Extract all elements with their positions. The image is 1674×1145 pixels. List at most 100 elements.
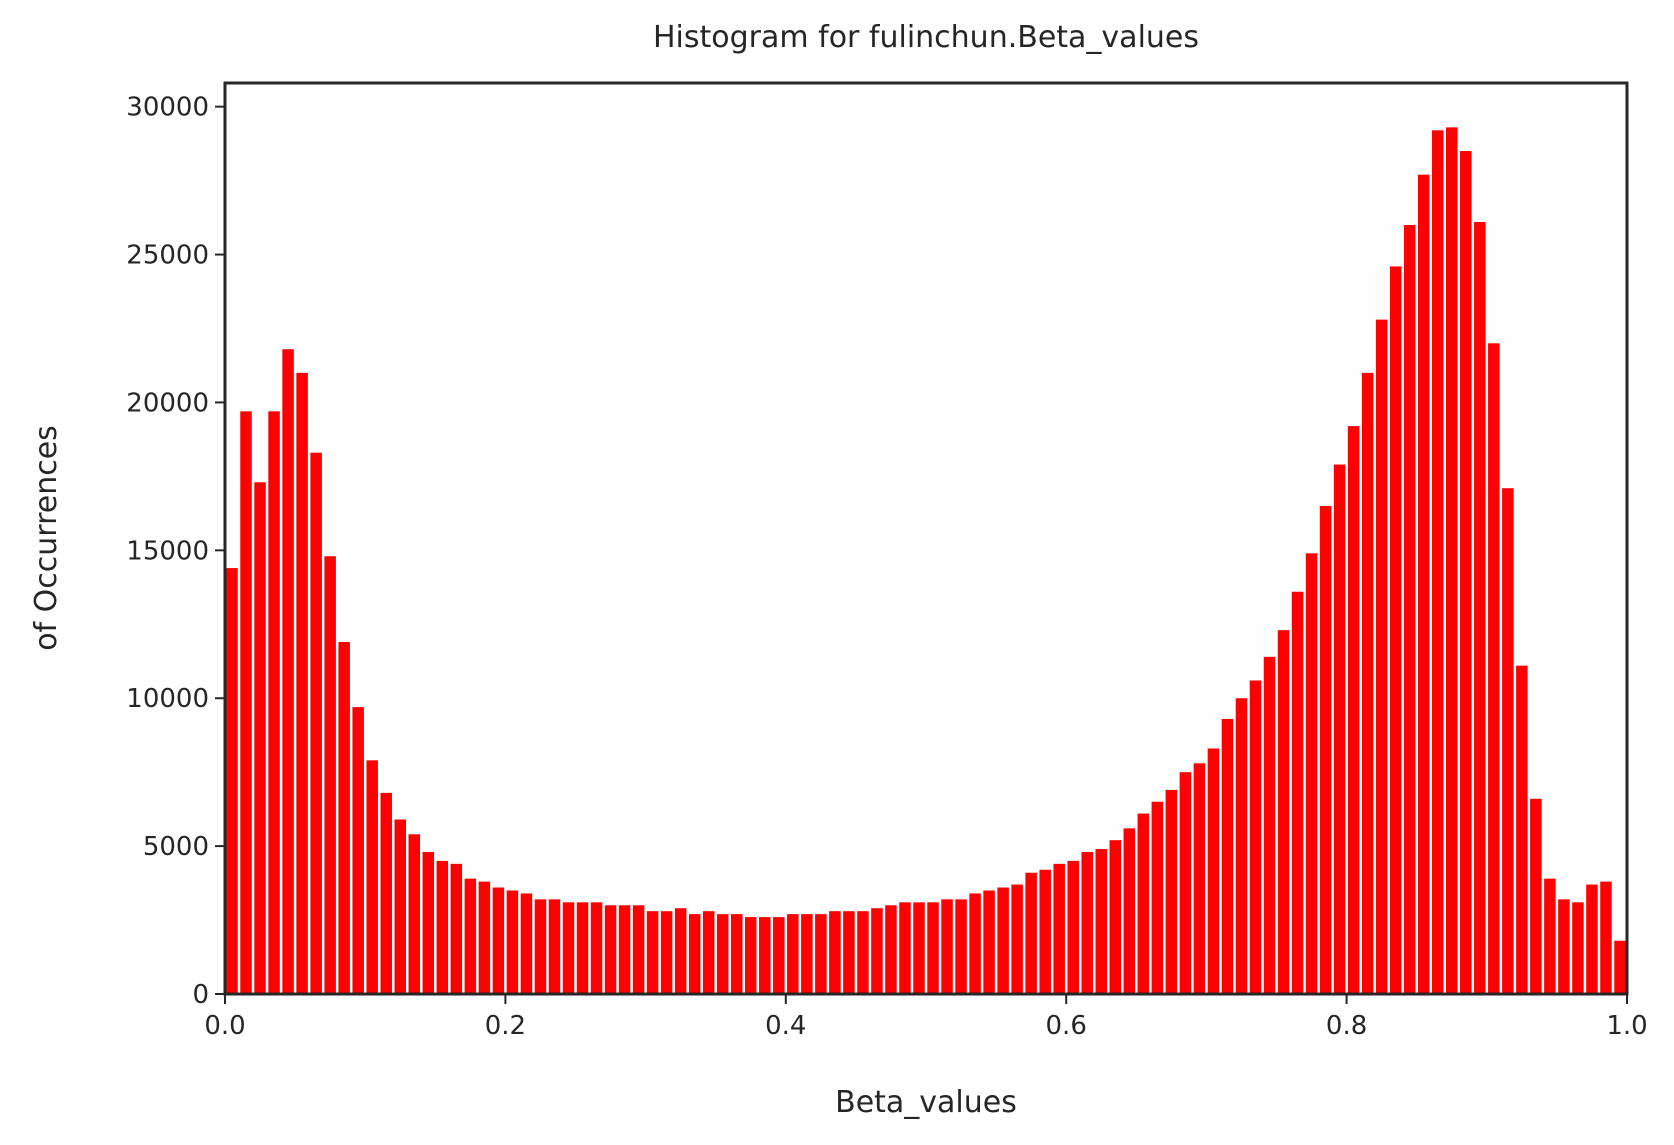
bar (1179, 772, 1192, 994)
bar (1431, 130, 1444, 994)
bar (1235, 698, 1248, 994)
x-tick-label: 0.4 (765, 1011, 806, 1041)
bar (380, 792, 392, 994)
bar (1291, 591, 1304, 994)
bar (240, 411, 252, 994)
bar (1277, 630, 1290, 994)
bar (506, 890, 519, 994)
bar (394, 819, 406, 994)
bar (1516, 665, 1528, 994)
bar (1263, 656, 1276, 994)
bar (492, 887, 505, 994)
bar (927, 902, 939, 994)
bar (969, 893, 981, 994)
bar (1053, 863, 1065, 994)
y-tick-label: 0 (192, 980, 209, 1010)
bar (815, 914, 827, 994)
bar (1586, 884, 1598, 994)
bar (352, 707, 364, 994)
bar (478, 881, 491, 994)
bar (1039, 869, 1051, 994)
bar (604, 905, 617, 994)
bar (1403, 224, 1416, 995)
bar (1165, 789, 1178, 994)
bar (464, 878, 477, 994)
bar (829, 911, 841, 994)
chart-title: Histogram for fulinchun.Beta_values (653, 20, 1199, 55)
y-tick-label: 5000 (143, 832, 209, 862)
bar (1544, 878, 1556, 994)
bar (1193, 763, 1206, 994)
bar (660, 911, 673, 994)
bar (1530, 798, 1542, 994)
bar (576, 902, 589, 994)
x-tick-label: 0.2 (485, 1011, 526, 1041)
bar (688, 914, 701, 994)
bar (436, 860, 449, 994)
bar (787, 914, 799, 994)
bar (562, 902, 575, 994)
bar (716, 914, 729, 994)
y-tick-label: 30000 (126, 93, 209, 123)
bar (1333, 464, 1346, 995)
y-axis-label: of Occurrences (29, 425, 64, 651)
x-axis-label: Beta_values (835, 1085, 1017, 1120)
bar (1081, 852, 1093, 994)
bar (730, 914, 743, 994)
bar (1600, 881, 1612, 994)
bar (1319, 505, 1332, 994)
bar (632, 905, 645, 994)
bar (674, 908, 687, 994)
bar (1502, 488, 1514, 994)
bar (871, 908, 883, 994)
bar (408, 834, 421, 994)
bar (282, 349, 294, 994)
bar (702, 911, 715, 994)
bar (759, 917, 771, 994)
bar (1137, 813, 1150, 994)
x-tick-label: 0.0 (204, 1011, 245, 1041)
bar (745, 917, 757, 994)
bar (296, 372, 308, 994)
bar (1614, 940, 1626, 994)
bar (955, 899, 967, 994)
bar (1375, 319, 1388, 994)
bar (843, 911, 855, 994)
bar (268, 411, 280, 994)
x-tick-label: 0.6 (1046, 1011, 1087, 1041)
bar (1095, 849, 1107, 994)
bar (226, 568, 238, 994)
bar (801, 914, 813, 994)
bar (1474, 222, 1486, 994)
bar (1361, 372, 1374, 994)
bar (646, 911, 659, 994)
bar (590, 902, 603, 994)
bar (997, 887, 1009, 994)
y-tick-label: 25000 (126, 241, 209, 271)
bar (1572, 902, 1584, 994)
bar (983, 890, 995, 994)
bar (1025, 872, 1037, 994)
bar (310, 452, 322, 995)
bar (1123, 828, 1136, 994)
bar (548, 899, 561, 994)
bar (618, 905, 631, 994)
bar (1249, 680, 1262, 994)
bar (1347, 426, 1360, 994)
bar (1011, 884, 1023, 994)
bar (422, 852, 435, 994)
bar (857, 911, 869, 994)
plot-frame (223, 81, 1629, 996)
bar (1558, 899, 1570, 994)
bar (913, 902, 925, 994)
bar (1488, 343, 1500, 994)
bar (1221, 718, 1234, 994)
bar (899, 902, 911, 994)
bar (1067, 860, 1079, 994)
bar (1305, 553, 1318, 994)
bar (1417, 174, 1430, 995)
y-tick-label: 20000 (126, 388, 209, 418)
bar (885, 905, 897, 994)
bar (1207, 748, 1220, 994)
